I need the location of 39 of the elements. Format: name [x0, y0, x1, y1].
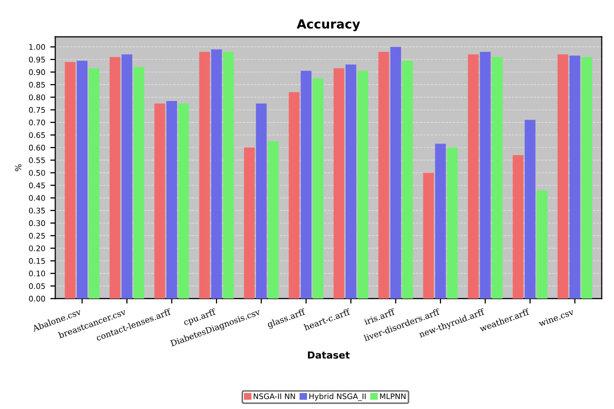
bar	[244, 148, 255, 299]
bar	[256, 104, 267, 299]
bar	[133, 67, 144, 299]
chart-title: Accuracy	[296, 19, 360, 32]
bar	[76, 60, 88, 299]
x-axis-title: Dataset	[308, 351, 350, 359]
bar	[154, 104, 166, 299]
bar	[199, 52, 210, 299]
bar	[423, 172, 434, 299]
bar	[569, 56, 580, 299]
bar	[378, 52, 390, 299]
bar	[468, 54, 479, 299]
bar	[88, 68, 100, 299]
bar	[402, 60, 413, 299]
bar	[558, 54, 568, 299]
bar	[447, 148, 458, 299]
bar	[268, 141, 279, 299]
bar	[64, 62, 76, 299]
y-axis-title: %	[15, 164, 22, 172]
bar	[480, 52, 491, 299]
bar	[524, 120, 536, 299]
bar	[178, 104, 190, 299]
bar	[166, 100, 178, 299]
bar	[211, 49, 222, 299]
bar	[492, 56, 503, 299]
bar	[334, 68, 344, 299]
bar	[581, 56, 592, 299]
bar	[346, 64, 356, 299]
bar	[512, 155, 524, 299]
bar	[288, 92, 300, 299]
bar	[300, 70, 312, 299]
bar	[122, 54, 132, 299]
bar	[223, 52, 234, 299]
bar	[357, 70, 368, 299]
bar	[435, 144, 446, 299]
bar	[110, 56, 120, 299]
bar	[390, 46, 402, 299]
bar	[312, 78, 324, 299]
bar	[536, 190, 548, 299]
